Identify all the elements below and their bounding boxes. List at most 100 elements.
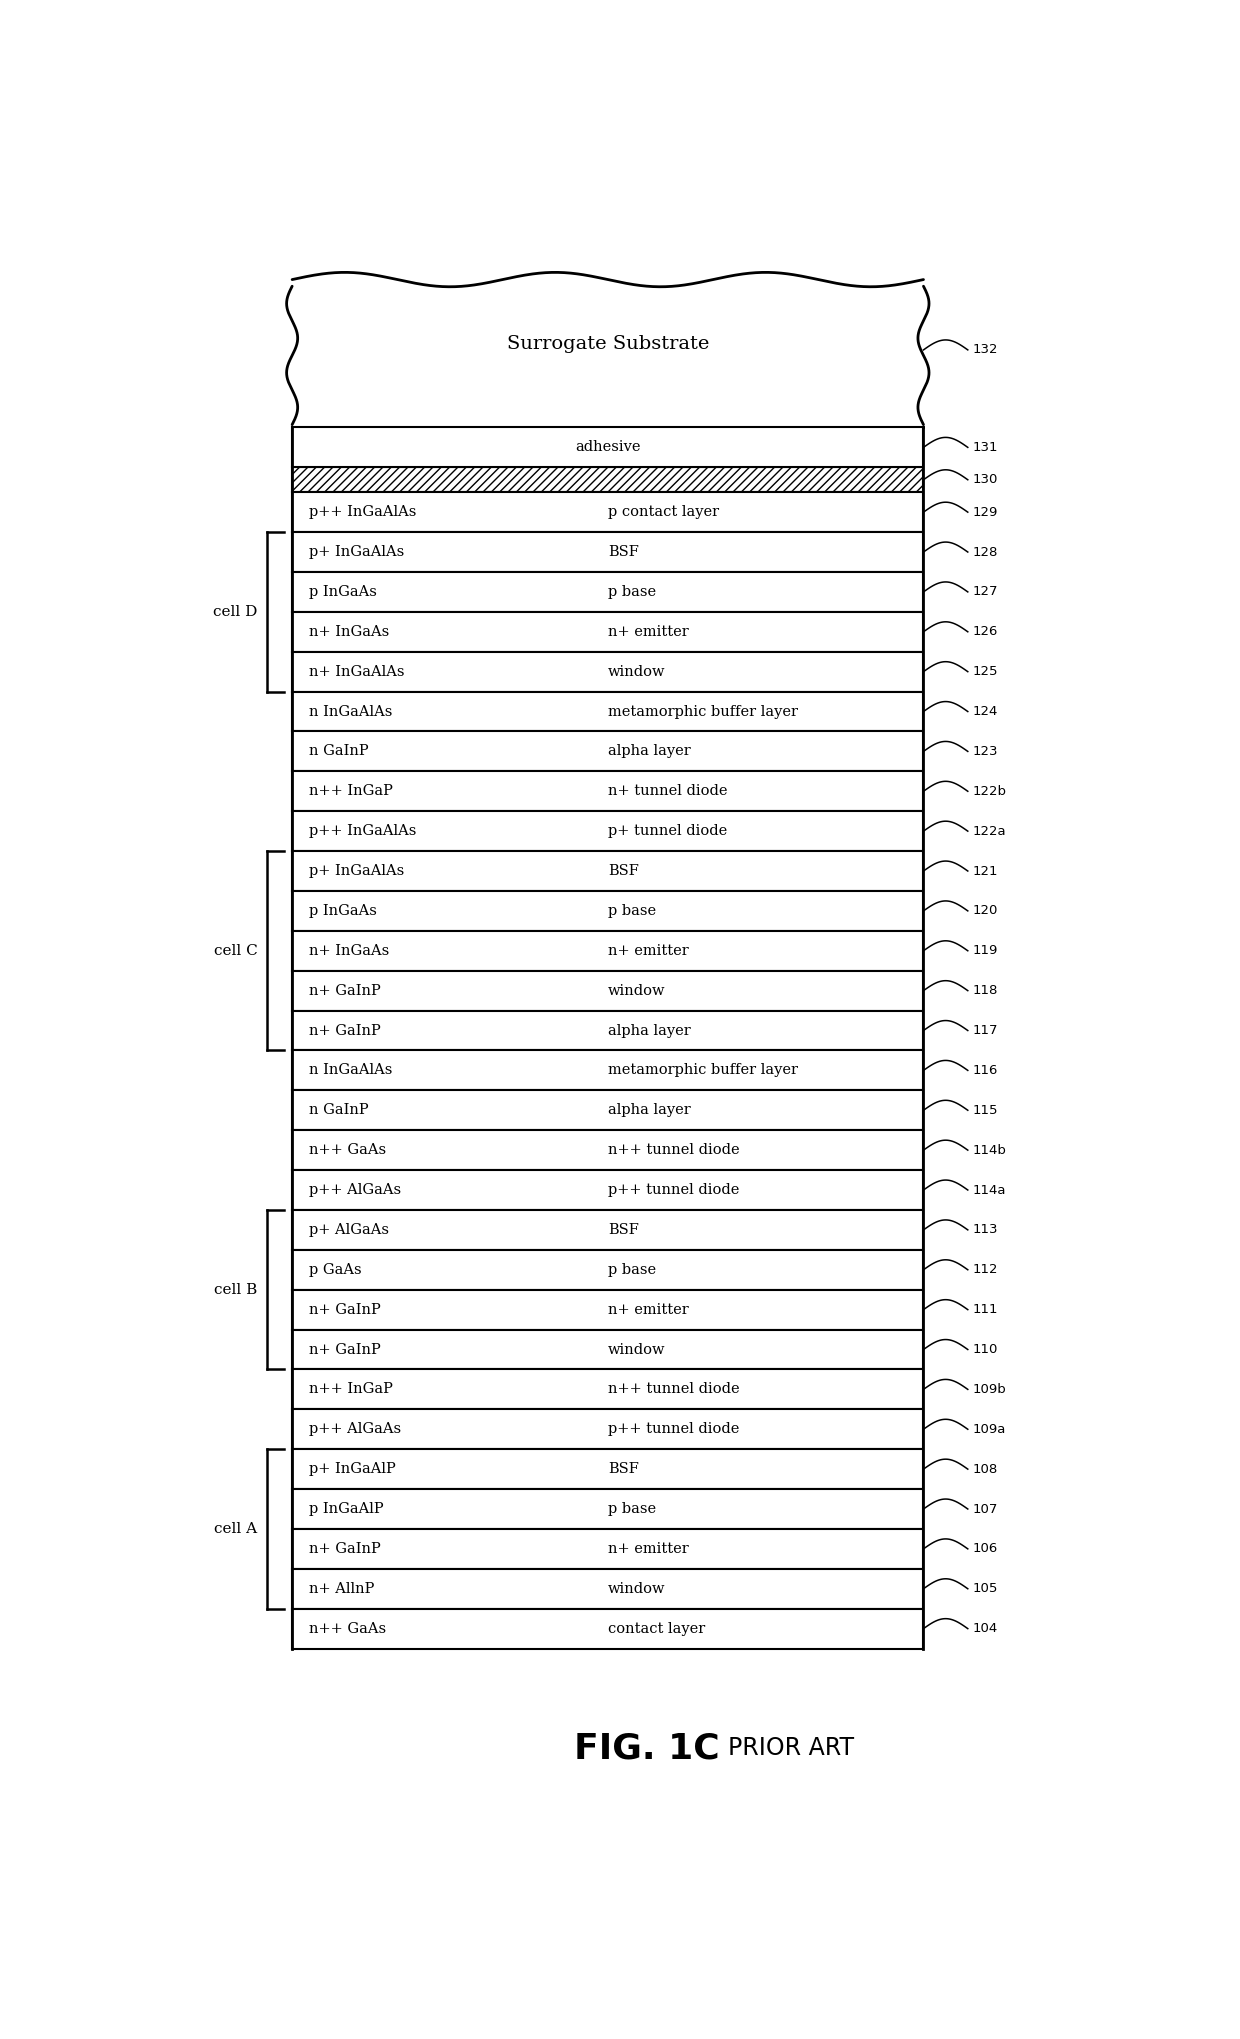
Text: 117: 117 xyxy=(972,1024,998,1038)
Text: n++ GaAs: n++ GaAs xyxy=(309,1621,386,1635)
Text: p++ AlGaAs: p++ AlGaAs xyxy=(309,1183,401,1197)
Text: 125: 125 xyxy=(972,665,998,679)
Text: cell A: cell A xyxy=(215,1521,257,1535)
Text: p contact layer: p contact layer xyxy=(608,506,719,520)
Text: n++ GaAs: n++ GaAs xyxy=(309,1144,386,1158)
Text: BSF: BSF xyxy=(608,1223,639,1238)
Text: n+ emitter: n+ emitter xyxy=(608,1541,688,1556)
Text: 124: 124 xyxy=(972,705,998,718)
Bar xyxy=(293,1529,924,1568)
Text: alpha layer: alpha layer xyxy=(608,1103,691,1117)
Text: contact layer: contact layer xyxy=(608,1621,706,1635)
Text: 111: 111 xyxy=(972,1303,998,1315)
Bar xyxy=(293,1409,924,1450)
Text: Surrogate Substrate: Surrogate Substrate xyxy=(507,334,709,353)
Text: alpha layer: alpha layer xyxy=(608,1024,691,1038)
Bar xyxy=(293,1291,924,1329)
Bar xyxy=(293,491,924,532)
Bar xyxy=(293,732,924,771)
Bar xyxy=(293,850,924,891)
Bar xyxy=(293,1609,924,1650)
Text: n+ GaInP: n+ GaInP xyxy=(309,983,381,997)
Text: window: window xyxy=(608,1582,666,1597)
Text: 113: 113 xyxy=(972,1223,998,1236)
Text: 114a: 114a xyxy=(972,1183,1006,1197)
Text: n+ emitter: n+ emitter xyxy=(608,624,688,638)
Text: n+ emitter: n+ emitter xyxy=(608,1303,688,1317)
Text: p base: p base xyxy=(608,585,656,599)
Text: n GaInP: n GaInP xyxy=(309,744,368,759)
Bar xyxy=(293,971,924,1011)
Text: 114b: 114b xyxy=(972,1144,1006,1156)
Text: adhesive: adhesive xyxy=(575,440,641,455)
Text: 121: 121 xyxy=(972,865,998,877)
Text: p GaAs: p GaAs xyxy=(309,1262,361,1276)
Text: 122b: 122b xyxy=(972,785,1006,797)
Bar xyxy=(293,1370,924,1409)
Text: 126: 126 xyxy=(972,626,998,638)
Text: cell D: cell D xyxy=(213,606,257,620)
Bar xyxy=(293,1488,924,1529)
Text: p+ InGaAlAs: p+ InGaAlAs xyxy=(309,544,404,559)
Text: BSF: BSF xyxy=(608,865,639,879)
Text: n+ InGaAlAs: n+ InGaAlAs xyxy=(309,665,404,679)
Text: FIG. 1C: FIG. 1C xyxy=(574,1731,719,1766)
Text: n+ tunnel diode: n+ tunnel diode xyxy=(608,785,728,799)
Text: p InGaAlP: p InGaAlP xyxy=(309,1503,383,1517)
Text: n++ InGaP: n++ InGaP xyxy=(309,1382,393,1397)
Text: n++ tunnel diode: n++ tunnel diode xyxy=(608,1382,739,1397)
Bar xyxy=(293,691,924,732)
Text: n++ tunnel diode: n++ tunnel diode xyxy=(608,1144,739,1158)
Text: p base: p base xyxy=(608,1262,656,1276)
Text: window: window xyxy=(608,983,666,997)
Text: BSF: BSF xyxy=(608,1462,639,1476)
Text: p base: p base xyxy=(608,1503,656,1517)
Text: 115: 115 xyxy=(972,1103,998,1117)
Text: n+ InGaAs: n+ InGaAs xyxy=(309,944,389,958)
Text: alpha layer: alpha layer xyxy=(608,744,691,759)
Text: n InGaAlAs: n InGaAlAs xyxy=(309,705,392,718)
Text: p InGaAs: p InGaAs xyxy=(309,585,377,599)
Bar xyxy=(293,1250,924,1291)
Text: p InGaAs: p InGaAs xyxy=(309,903,377,918)
Text: p base: p base xyxy=(608,903,656,918)
Bar xyxy=(293,891,924,932)
Text: 131: 131 xyxy=(972,440,998,455)
Text: n+ InGaAs: n+ InGaAs xyxy=(309,624,389,638)
Text: p++ InGaAlAs: p++ InGaAlAs xyxy=(309,824,417,838)
Text: 109b: 109b xyxy=(972,1382,1006,1397)
Bar xyxy=(293,467,924,491)
Text: 119: 119 xyxy=(972,944,998,956)
Text: 122a: 122a xyxy=(972,824,1006,838)
Bar xyxy=(293,1050,924,1091)
Text: 118: 118 xyxy=(972,985,998,997)
Text: n++ InGaP: n++ InGaP xyxy=(309,785,393,799)
Text: p++ AlGaAs: p++ AlGaAs xyxy=(309,1423,401,1435)
Text: n+ GaInP: n+ GaInP xyxy=(309,1303,381,1317)
Bar xyxy=(293,1170,924,1209)
Bar xyxy=(293,1011,924,1050)
Text: p+ InGaAlAs: p+ InGaAlAs xyxy=(309,865,404,879)
Text: n GaInP: n GaInP xyxy=(309,1103,368,1117)
Text: 112: 112 xyxy=(972,1264,998,1276)
Text: 108: 108 xyxy=(972,1462,997,1476)
Text: 132: 132 xyxy=(972,343,998,357)
Text: 123: 123 xyxy=(972,744,998,759)
Bar xyxy=(293,1329,924,1370)
Text: 110: 110 xyxy=(972,1344,998,1356)
Bar xyxy=(293,428,924,467)
Text: 120: 120 xyxy=(972,905,998,918)
Bar xyxy=(293,573,924,612)
Text: p++ tunnel diode: p++ tunnel diode xyxy=(608,1423,739,1435)
Bar xyxy=(293,612,924,652)
Text: 105: 105 xyxy=(972,1582,998,1594)
Text: 116: 116 xyxy=(972,1064,998,1077)
Text: n+ GaInP: n+ GaInP xyxy=(309,1024,381,1038)
Text: 127: 127 xyxy=(972,585,998,597)
Text: 109a: 109a xyxy=(972,1423,1006,1435)
Text: 107: 107 xyxy=(972,1503,998,1515)
Text: cell C: cell C xyxy=(213,944,257,958)
Bar xyxy=(293,1209,924,1250)
Text: PRIOR ART: PRIOR ART xyxy=(728,1737,853,1760)
Bar xyxy=(293,1568,924,1609)
